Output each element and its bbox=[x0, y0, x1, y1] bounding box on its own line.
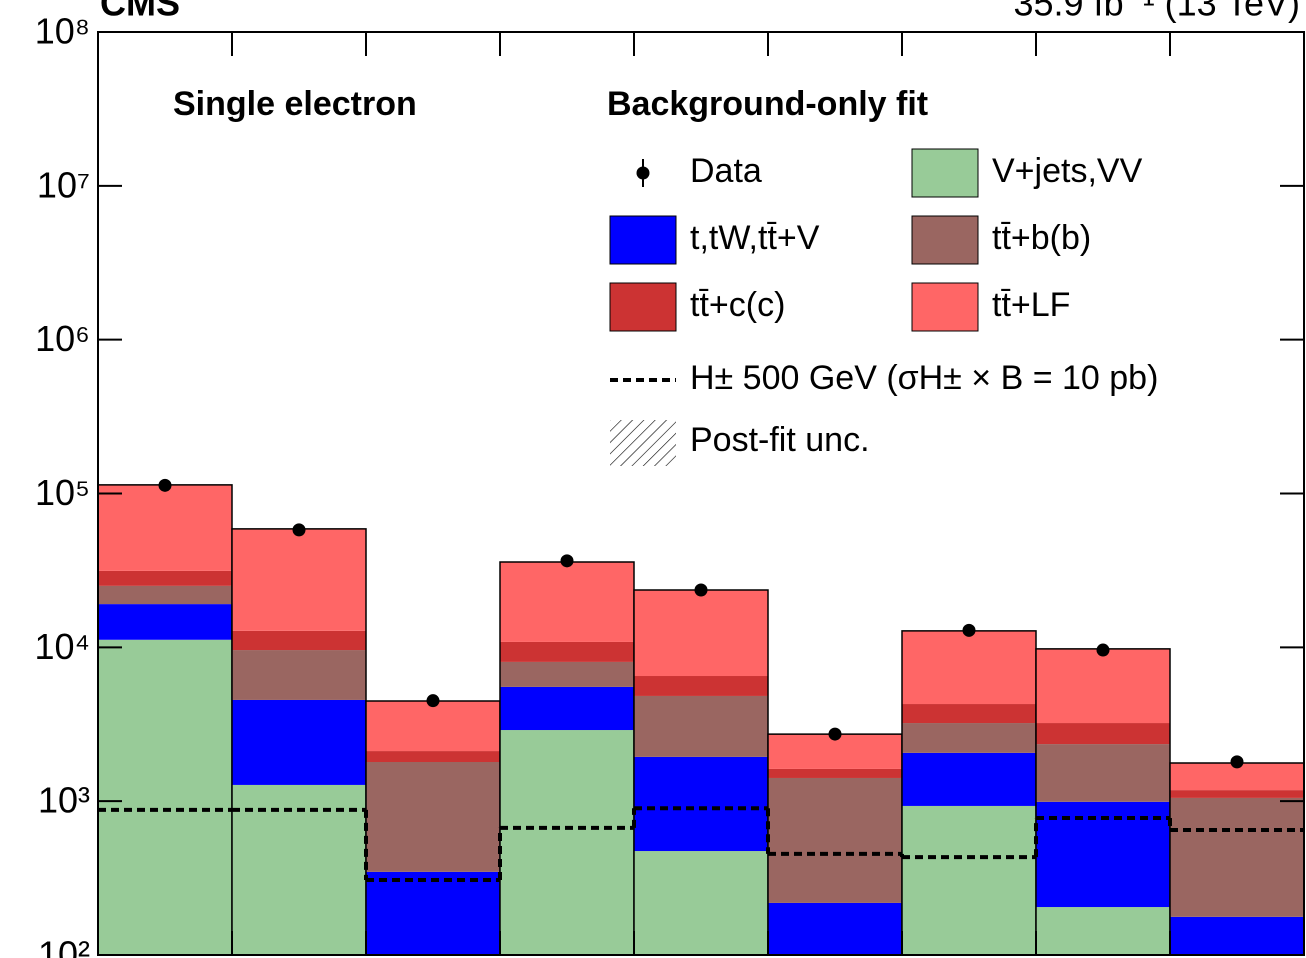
legend-label: tt̄+c(c) bbox=[690, 286, 785, 324]
stack-segment bbox=[768, 902, 902, 955]
data-point bbox=[426, 694, 440, 708]
stack-segment bbox=[232, 784, 366, 955]
stack-segment bbox=[232, 528, 366, 631]
data-point bbox=[560, 554, 574, 568]
y-tick-label: 10⁶ bbox=[35, 318, 90, 359]
data-point bbox=[962, 623, 976, 637]
stack-segment bbox=[98, 604, 232, 640]
stack-segment bbox=[1036, 648, 1170, 724]
stack-segment bbox=[98, 484, 232, 571]
y-tick-label: 10⁴ bbox=[34, 626, 90, 667]
stack-segment bbox=[366, 751, 500, 763]
fit-label: Background-only fit bbox=[607, 85, 928, 123]
stack-segment bbox=[500, 661, 634, 687]
stack-segment bbox=[366, 871, 500, 955]
legend-swatch bbox=[911, 215, 979, 265]
stack-segment bbox=[902, 752, 1036, 806]
data-point bbox=[1096, 643, 1110, 657]
stack-segment bbox=[500, 686, 634, 731]
data-point bbox=[828, 727, 842, 741]
stack-segment bbox=[232, 699, 366, 785]
y-tick-label: 10⁸ bbox=[35, 11, 90, 52]
stack-segment bbox=[98, 570, 232, 586]
stack-segment bbox=[768, 777, 902, 903]
stack-segment bbox=[98, 639, 232, 955]
legend-swatch bbox=[911, 148, 979, 198]
stack-segment bbox=[1170, 797, 1304, 917]
stack-segment bbox=[768, 768, 902, 778]
legend-label: Data bbox=[690, 152, 762, 190]
y-tick-label: 10³ bbox=[38, 780, 90, 821]
experiment-label: CMS bbox=[100, 0, 180, 24]
y-tick-label: 10⁵ bbox=[35, 472, 90, 513]
legend-hatch bbox=[610, 420, 676, 466]
stack-segment bbox=[232, 650, 366, 700]
stack-segment bbox=[500, 730, 634, 955]
stack-segment bbox=[366, 701, 500, 752]
stack-segment bbox=[366, 762, 500, 872]
legend-label: tt̄+LF bbox=[992, 286, 1070, 324]
stack-segment bbox=[902, 805, 1036, 955]
legend-label: tt̄+b(b) bbox=[992, 219, 1091, 257]
stack-segment bbox=[634, 756, 768, 852]
legend-label: H± 500 GeV (σH± × B = 10 pb) bbox=[690, 359, 1158, 397]
stack-segment bbox=[500, 561, 634, 642]
stack-segment bbox=[1036, 723, 1170, 745]
legend: Data V+jets,VV t,tW,tt̄+V tt̄+b(b) tt̄+c(c) t… bbox=[609, 148, 1158, 466]
legend-swatch bbox=[609, 215, 677, 265]
stack-segment bbox=[1170, 916, 1304, 955]
plot-area bbox=[98, 478, 1304, 955]
stack-segment bbox=[902, 704, 1036, 724]
channel-label: Single electron bbox=[173, 85, 417, 123]
stack-segment bbox=[1170, 790, 1304, 798]
stack-segment bbox=[902, 723, 1036, 753]
legend-swatch bbox=[609, 282, 677, 332]
data-point bbox=[158, 478, 172, 492]
data-point bbox=[694, 583, 708, 597]
data-point bbox=[292, 523, 306, 537]
legend-swatch bbox=[911, 282, 979, 332]
stack-segment bbox=[500, 641, 634, 662]
stack-segment bbox=[232, 630, 366, 651]
stack-segment bbox=[634, 695, 768, 757]
legend-label: Post-fit unc. bbox=[690, 421, 870, 459]
stack-segment bbox=[634, 676, 768, 696]
y-tick-label: 10⁷ bbox=[37, 164, 90, 205]
stack-segment bbox=[634, 589, 768, 677]
stack-segment bbox=[1036, 907, 1170, 955]
stack-segment bbox=[634, 851, 768, 955]
legend-label: V+jets,VV bbox=[992, 152, 1143, 190]
stack-segment bbox=[98, 585, 232, 605]
data-point bbox=[1230, 755, 1244, 769]
lumi-label: 35.9 fb⁻¹ (13 TeV) bbox=[1014, 0, 1301, 24]
stack-segment bbox=[902, 630, 1036, 705]
y-tick-label: 10² bbox=[38, 934, 90, 958]
stack-segment bbox=[1036, 744, 1170, 802]
legend-label: t,tW,tt̄+V bbox=[690, 219, 820, 257]
